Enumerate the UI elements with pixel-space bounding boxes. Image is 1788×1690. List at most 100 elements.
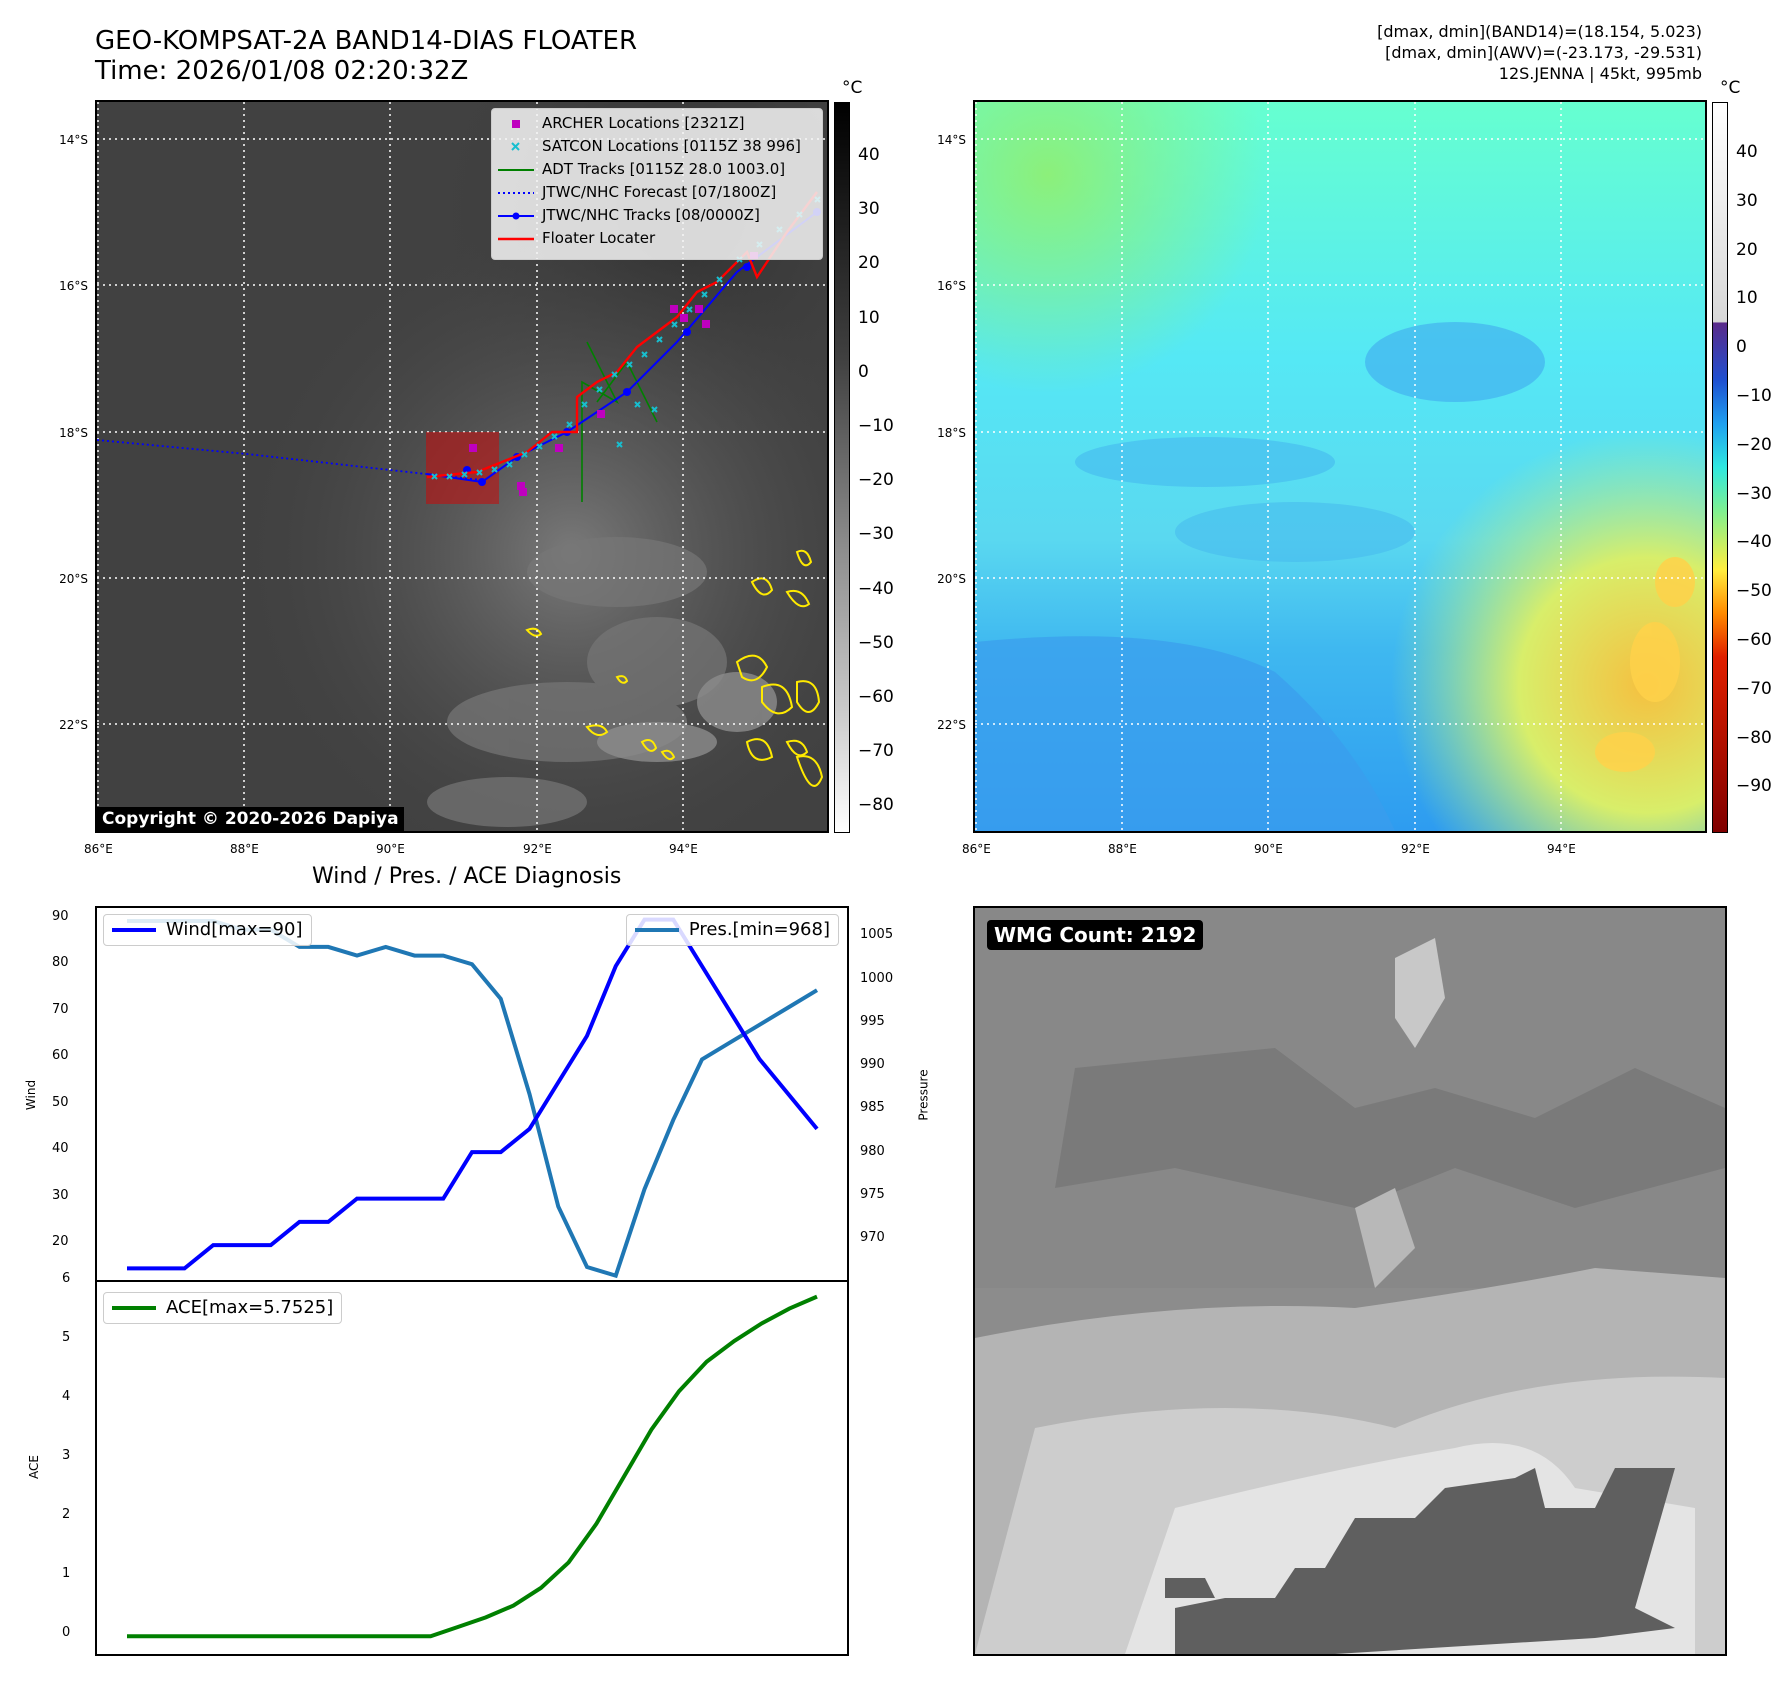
- ir-colorbar-tick: −20: [858, 470, 894, 491]
- pressure-series: [127, 918, 819, 1279]
- floater-line-icon: [498, 237, 534, 241]
- ir-colorbar-tick: 0: [858, 361, 869, 382]
- wind-pres-plot: [127, 917, 819, 1279]
- legend-jtwc-tracks: JTWC/NHC Tracks [08/0000Z]: [492, 204, 822, 227]
- wind-ytick: 50: [52, 1094, 69, 1110]
- ace-series: [127, 1294, 818, 1639]
- ir-colorbar-tick: −30: [858, 524, 894, 545]
- pres-ytick: 985: [860, 1100, 885, 1116]
- wind-pres-chart[interactable]: Wind[max=90] Pres.[min=968]: [95, 906, 849, 1282]
- wv-lat-label: 14°S: [937, 133, 966, 147]
- wv-colorbar-tick: −90: [1736, 776, 1772, 797]
- jtwc-forecast-line: [97, 439, 483, 481]
- copyright-badge: Copyright © 2020-2026 Dapiya: [97, 807, 404, 831]
- wind-ytick: 70: [52, 1001, 69, 1017]
- wind-ytick: 30: [52, 1187, 69, 1203]
- legend-archer: ARCHER Locations [2321Z]: [492, 112, 822, 135]
- ace-plot: [127, 1294, 818, 1639]
- info-awv: [dmax, dmin](AWV)=(-23.173, -29.531): [1385, 43, 1702, 62]
- ir-map-panel[interactable]: ARCHER Locations [2321Z] SATCON Location…: [95, 100, 829, 833]
- ir-colorbar-unit: °C: [842, 78, 863, 98]
- wv-colorbar-tick: −20: [1736, 434, 1772, 455]
- ir-lon-label: 94°E: [669, 842, 698, 856]
- wind-ytick: 90: [52, 908, 69, 924]
- wv-colorbar-tick: 20: [1736, 239, 1758, 260]
- ir-lon-label: 88°E: [230, 842, 259, 856]
- wv-map-panel[interactable]: [973, 100, 1707, 833]
- legend-adt: ADT Tracks [0115Z 28.0 1003.0]: [492, 158, 822, 181]
- ace-ytick: 1: [62, 1566, 71, 1582]
- ir-lat-label: 18°S: [59, 426, 88, 440]
- wind-ytick: 60: [52, 1048, 69, 1064]
- ace-legend: ACE[max=5.7525]: [103, 1292, 343, 1324]
- ace-ytick: 5: [62, 1330, 71, 1346]
- wv-colorbar-tick: −10: [1736, 386, 1772, 406]
- figure-title: GEO-KOMPSAT-2A BAND14-DIAS FLOATER: [95, 26, 638, 56]
- ace-ytick: 2: [62, 1507, 71, 1523]
- pres-ytick: 975: [860, 1186, 885, 1202]
- ir-map-legend: ARCHER Locations [2321Z] SATCON Location…: [491, 108, 823, 260]
- track-line-dot-icon: [498, 212, 534, 220]
- wmg-dark-core: [1175, 1468, 1675, 1654]
- wv-lat-label: 22°S: [937, 718, 966, 732]
- ir-lon-label: 90°E: [376, 842, 405, 856]
- info-band14: [dmax, dmin](BAND14)=(18.154, 5.023): [1377, 22, 1702, 41]
- pres-ytick: 970: [860, 1230, 885, 1246]
- legend-floater: Floater Locater: [492, 227, 822, 250]
- wv-map-svg: [975, 102, 1705, 831]
- ir-lon-label: 92°E: [523, 842, 552, 856]
- adt-line-icon: [498, 169, 534, 171]
- wv-lat-label: 20°S: [937, 572, 966, 586]
- wind-ytick: 40: [52, 1141, 69, 1157]
- wmg-count-badge: WMG Count: 2192: [987, 920, 1204, 950]
- wind-series: [127, 917, 819, 1271]
- wind-ytick: 80: [52, 955, 69, 971]
- ir-colorbar-tick: −60: [858, 687, 894, 707]
- archer-marker-icon: [512, 120, 520, 128]
- wv-colorbar-tick: 40: [1736, 142, 1758, 162]
- floater-track: [426, 191, 818, 479]
- wv-lon-label: 92°E: [1401, 842, 1430, 856]
- wv-colorbar-tick: −70: [1736, 678, 1772, 699]
- wv-colorbar-tick: −50: [1736, 581, 1772, 602]
- ir-colorbar-tick: 10: [858, 307, 880, 328]
- ace-chart[interactable]: ACE[max=5.7525]: [95, 1280, 849, 1656]
- wv-colorbar-unit: °C: [1720, 78, 1741, 98]
- ir-lon-label: 86°E: [84, 842, 113, 856]
- diagnosis-title: Wind / Pres. / ACE Diagnosis: [312, 864, 622, 889]
- pres-ytick: 1005: [860, 927, 894, 943]
- ir-colorbar-tick: 30: [858, 199, 880, 220]
- wind-legend: Wind[max=90]: [103, 914, 312, 946]
- pressure-axis-label: Pressure: [916, 1069, 931, 1121]
- wv-colorbar-tick: −30: [1736, 483, 1772, 504]
- ace-ytick: 0: [62, 1625, 71, 1641]
- ace-axis-label: ACE: [26, 1455, 41, 1479]
- legend-satcon: SATCON Locations [0115Z 38 996]: [492, 135, 822, 158]
- ir-lat-label: 20°S: [59, 572, 88, 586]
- ir-colorbar-tick: −50: [858, 632, 894, 653]
- ir-lat-label: 16°S: [59, 279, 88, 293]
- legend-jtwc-forecast: JTWC/NHC Forecast [07/1800Z]: [492, 181, 822, 204]
- ace-ytick: 3: [62, 1448, 71, 1464]
- wind-axis-label: Wind: [24, 1079, 39, 1111]
- pres-ytick: 995: [860, 1013, 885, 1029]
- ir-colorbar-tick: 40: [858, 145, 880, 165]
- wmg-panel[interactable]: WMG Count: 2192: [973, 906, 1727, 1656]
- pres-ytick: 1000: [860, 970, 894, 986]
- wv-lon-label: 86°E: [962, 842, 991, 856]
- wv-colorbar-tick: −40: [1736, 532, 1772, 553]
- wv-colorbar-tick: 30: [1736, 190, 1758, 211]
- ir-colorbar: [834, 102, 850, 833]
- pres-ytick: 990: [860, 1057, 885, 1073]
- satcon-marker-icon: [511, 142, 520, 151]
- ir-colorbar-tick: −80: [858, 795, 894, 816]
- figure-timestamp: Time: 2026/01/08 02:20:32Z: [95, 56, 469, 86]
- ace-ytick: 4: [62, 1389, 71, 1405]
- ace-ytick: 6: [62, 1271, 71, 1286]
- wind-ytick: 20: [52, 1234, 69, 1250]
- pres-legend: Pres.[min=968]: [625, 914, 839, 946]
- wv-lon-label: 88°E: [1108, 842, 1137, 856]
- wv-lat-label: 16°S: [937, 279, 966, 293]
- wv-colorbar-tick: −60: [1736, 630, 1772, 650]
- wv-lon-label: 90°E: [1254, 842, 1283, 856]
